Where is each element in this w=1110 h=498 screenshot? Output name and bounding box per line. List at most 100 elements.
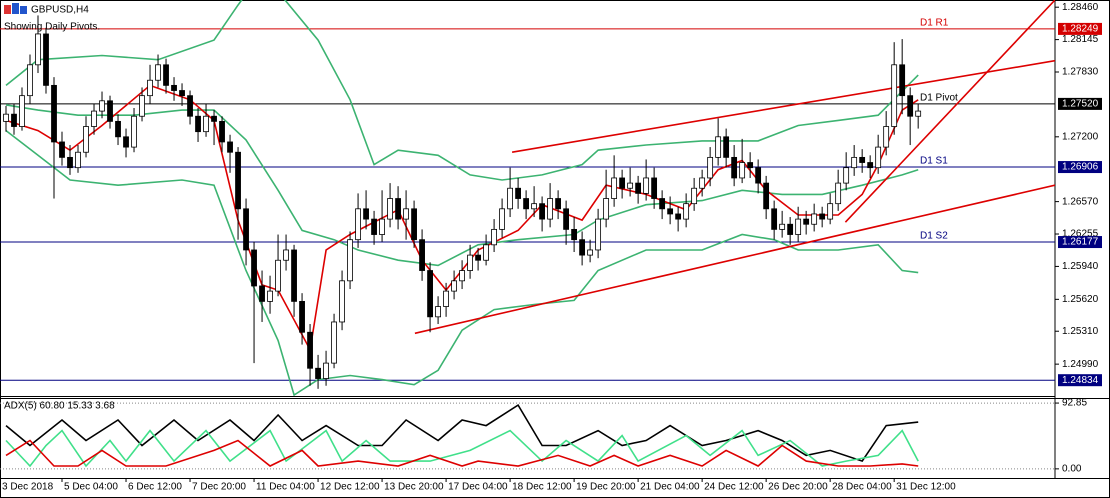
trend-line	[844, 0, 1055, 223]
candle-body	[43, 33, 49, 86]
candle-body	[459, 270, 465, 282]
x-tick-label: 12 Dec 12:00	[320, 482, 380, 493]
candle-body	[563, 208, 570, 230]
candle-body	[883, 126, 890, 148]
candle-body	[387, 198, 393, 220]
candle-body	[515, 187, 521, 199]
x-tick-label: 11 Dec 04:00	[256, 482, 315, 493]
candle-body	[435, 306, 441, 318]
chart-subtitle: Showing Daily Pivots.	[4, 22, 100, 33]
candle-body	[395, 198, 401, 220]
candle-body	[131, 115, 137, 148]
candle-body	[795, 218, 802, 235]
candle-body	[763, 182, 770, 210]
candle-body	[643, 177, 650, 194]
candle-body	[891, 64, 898, 127]
y-tick-label: 1.28145	[1062, 34, 1099, 45]
y-tick-label: 1.25620	[1062, 294, 1099, 305]
candle-body	[75, 151, 81, 169]
price-box	[1058, 236, 1102, 249]
candle-body	[443, 290, 449, 307]
candle-body	[187, 95, 193, 117]
candle-body	[283, 249, 289, 261]
candle-body	[331, 321, 337, 364]
price-box	[1058, 374, 1102, 387]
pivot-label: D1 R1	[920, 18, 949, 29]
candle-body	[171, 84, 177, 91]
pivot-label: D1 S2	[920, 231, 948, 242]
candle-body	[683, 203, 690, 220]
adx-line	[5, 439, 919, 467]
candle-body	[411, 208, 417, 241]
candle-body	[371, 218, 377, 235]
candle-body	[123, 136, 129, 148]
candle-body	[667, 208, 674, 215]
price-box	[1058, 22, 1102, 35]
candle-body	[851, 156, 858, 169]
candle-body	[315, 367, 321, 379]
candle-body	[587, 249, 594, 256]
price-box-label: 1.24834	[1062, 375, 1099, 386]
price-box-label: 1.27520	[1062, 99, 1099, 110]
adx-pane	[0, 402, 1055, 470]
candle-body	[59, 141, 65, 158]
adx-line	[5, 429, 919, 468]
candle-body	[235, 151, 241, 210]
candle-body	[323, 362, 329, 379]
candle-body	[251, 249, 257, 287]
y-tick-label: 1.24990	[1062, 359, 1099, 370]
y-tick-label: 1.26255	[1062, 229, 1099, 240]
x-tick-label: 26 Dec 20:00	[768, 482, 828, 493]
x-tick-label: 31 Dec 12:00	[896, 482, 956, 493]
candle-body	[755, 167, 762, 184]
y-tick-label: 1.26570	[1062, 196, 1099, 207]
candle-body	[419, 239, 425, 271]
candle-body	[531, 203, 538, 210]
candle-body	[139, 95, 145, 117]
candle-body	[35, 33, 41, 66]
candle-body	[627, 182, 634, 189]
indicator-line	[5, 104, 919, 267]
x-tick-label: 3 Dec 2018	[2, 482, 54, 493]
candle-body	[483, 244, 489, 261]
candle-body	[635, 182, 642, 194]
candle-body	[547, 198, 554, 220]
x-tick-label: 5 Dec 04:00	[64, 482, 118, 493]
candle-body	[355, 208, 361, 241]
candle-body	[771, 208, 778, 230]
x-tick-label: 17 Dec 04:00	[448, 482, 508, 493]
x-tick-label: 13 Dec 20:00	[384, 482, 444, 493]
candle-body	[499, 208, 505, 230]
candle-body	[619, 177, 626, 189]
candle-body	[83, 126, 89, 153]
candle-body	[507, 187, 513, 210]
candle-body	[19, 95, 25, 127]
x-tick-label: 7 Dec 20:00	[192, 482, 246, 493]
adx-line	[5, 403, 919, 463]
icon-part	[4, 5, 11, 14]
candle-body	[339, 280, 345, 323]
candle-body	[275, 259, 281, 292]
candle-body	[99, 100, 105, 112]
candle-body	[51, 84, 57, 143]
candle-body	[219, 120, 225, 143]
candle-body	[179, 90, 185, 97]
candle-body	[779, 223, 786, 230]
candle-body	[195, 115, 201, 133]
indicator-title: ADX(5) 60.80 15.33 3.68	[4, 401, 115, 412]
price-box-label: 1.26177	[1062, 237, 1099, 248]
candle-body	[259, 285, 265, 302]
candle-body	[859, 156, 866, 163]
candle-body	[347, 239, 353, 282]
candle-body	[299, 300, 305, 333]
candle-body	[715, 136, 722, 158]
trend-line	[414, 184, 1055, 335]
candle-body	[291, 249, 297, 302]
candle-body	[211, 115, 217, 122]
x-tick-label: 24 Dec 12:00	[704, 482, 764, 493]
y-tick-label: 1.27830	[1062, 67, 1099, 78]
trend-line	[511, 59, 1055, 153]
price-pane: D1 R1 D1 Pivot D1 S1 D1 S2	[0, 0, 1055, 396]
candle-body	[579, 239, 586, 256]
